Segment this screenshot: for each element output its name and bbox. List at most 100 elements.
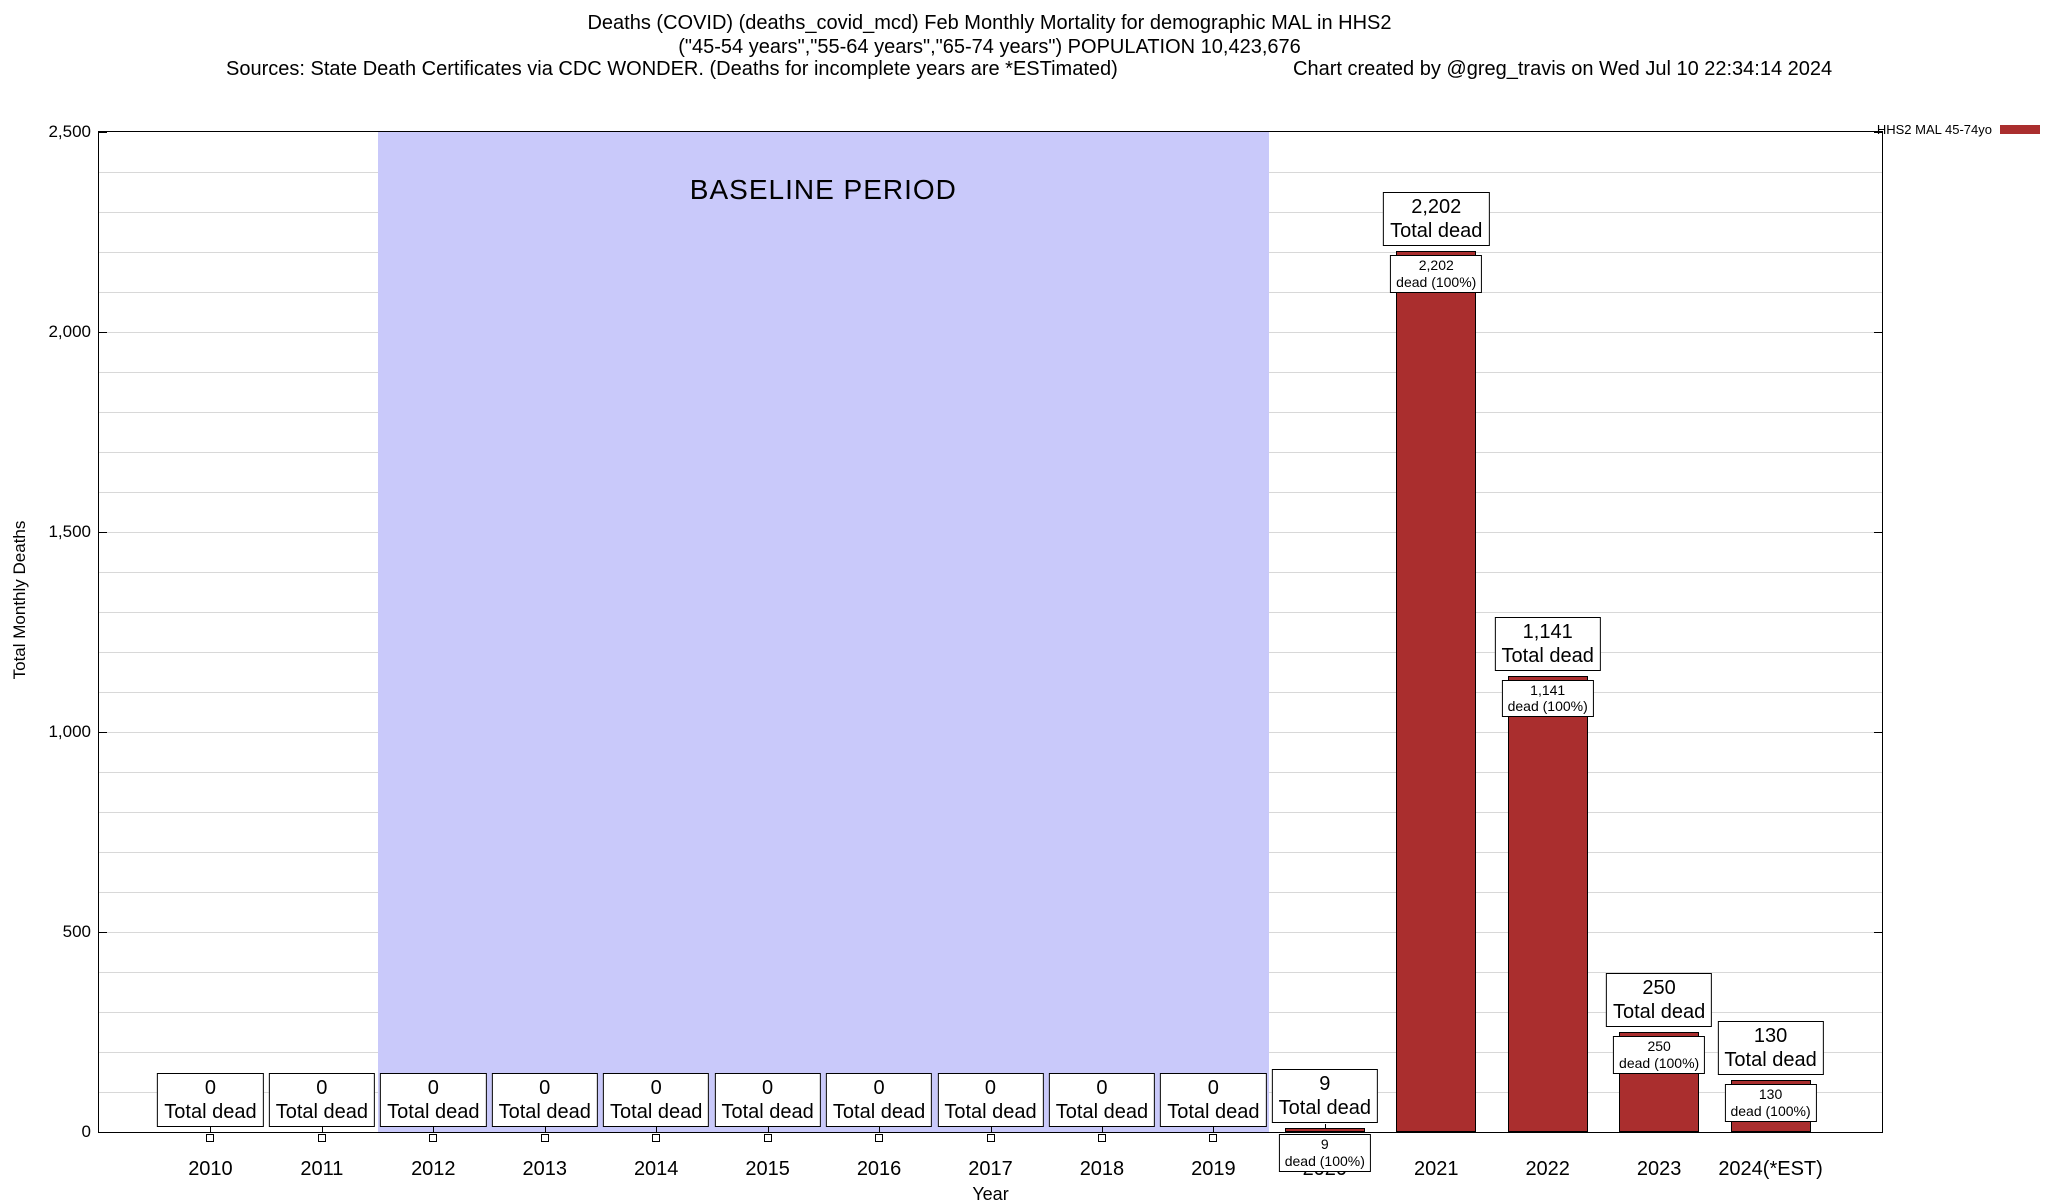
x-tick-label-2016: 2016: [856, 1158, 902, 1180]
y-tick-mark: [99, 532, 107, 533]
x-tick-label-2023: 2023: [1636, 1158, 1682, 1180]
dead-pct-label-2020: 9 dead (100%): [1278, 1134, 1371, 1172]
legend: HHS2 MAL 45-74yo: [1877, 122, 2040, 137]
dead-pct-label-2023-text: dead (100%): [1619, 1054, 1700, 1071]
x-tick-mark: [767, 1124, 769, 1132]
total-dead-label-2011-text: Total dead: [275, 1101, 369, 1123]
total-dead-label-2016: 0 Total dead: [825, 1073, 933, 1127]
x-tick-mark: [879, 1124, 881, 1132]
total-dead-label-2015: 0 Total dead: [714, 1073, 821, 1127]
zero-bar-marker-2013: [540, 1134, 549, 1142]
total-dead-label-2019: 0 Total dead: [1160, 1073, 1267, 1127]
dead-pct-label-2024(*EST): 130 dead (100%): [1724, 1084, 1817, 1122]
x-tick-label-2015: 2015: [745, 1158, 790, 1180]
total-dead-label-2012: 0 Total dead: [380, 1073, 487, 1127]
total-dead-label-2010: 0 Total dead: [157, 1073, 264, 1127]
zero-bar-marker-2019: [1209, 1134, 1218, 1142]
legend-series-label: HHS2 MAL 45-74yo: [1876, 122, 1992, 137]
x-tick-label-2014: 2014: [633, 1158, 679, 1180]
total-dead-label-2010-value: 0: [204, 1077, 216, 1099]
zero-bar-marker-2018: [1097, 1134, 1106, 1142]
x-tick-mark: [433, 1124, 435, 1132]
total-dead-label-2013-text: Total dead: [498, 1101, 591, 1123]
dead-pct-label-2022-value: 1,141: [1530, 681, 1566, 698]
total-dead-label-2018: 0 Total dead: [1048, 1073, 1156, 1127]
total-dead-label-2019-value: 0: [1207, 1077, 1219, 1099]
y-axis-title: Total Monthly Deaths: [10, 520, 29, 680]
dead-pct-label-2021: 2,202 dead (100%): [1390, 255, 1483, 293]
x-tick-label-2022: 2022: [1525, 1158, 1570, 1180]
x-tick-mark: [990, 1124, 992, 1132]
total-dead-label-2017-value: 0: [984, 1077, 997, 1099]
chart-title-line2: ("45-54 years","55-64 years","65-74 year…: [678, 36, 1301, 58]
x-tick-label-2013: 2013: [522, 1158, 568, 1180]
plot-area: BASELINE PERIOD 0 500 1,000 1,500 2,000 2,500 2…: [48, 122, 1883, 1200]
zero-bar-marker-2016: [875, 1134, 884, 1142]
y-tick-mark: [1874, 332, 1882, 333]
x-tick-mark: [210, 1124, 212, 1132]
total-dead-label-2023-text: Total dead: [1612, 1001, 1706, 1023]
x-tick-label-2019: 2019: [1191, 1158, 1236, 1180]
y-tick-mark: [99, 1132, 107, 1133]
x-tick-label-2024(*EST): 2024(*EST): [1718, 1158, 1823, 1180]
total-dead-label-2015-text: Total dead: [721, 1101, 814, 1123]
chart-credit-line: Chart created by @greg_travis on Wed Jul…: [1293, 58, 1833, 80]
total-dead-label-2024(*EST)-value: 130: [1753, 1025, 1788, 1047]
total-dead-label-2014: 0 Total dead: [603, 1073, 710, 1127]
x-tick-mark: [1101, 1124, 1103, 1132]
total-dead-label-2017: 0 Total dead: [937, 1073, 1044, 1127]
zero-bar-marker-2014: [652, 1134, 661, 1142]
total-dead-label-2022-value: 1,141: [1522, 620, 1573, 643]
total-dead-label-2014-value: 0: [650, 1077, 662, 1099]
total-dead-label-2020-value: 9: [1319, 1073, 1331, 1096]
total-dead-label-2012-text: Total dead: [387, 1101, 480, 1123]
x-tick-label-2021: 2021: [1414, 1158, 1459, 1180]
y-tick-mark: [99, 332, 107, 333]
baseline-period-label: BASELINE PERIOD: [689, 174, 957, 205]
dead-pct-label-2021-value: 2,202: [1418, 257, 1454, 274]
x-axis-title: Year: [972, 1184, 1009, 1200]
total-dead-label-2020-text: Total dead: [1278, 1097, 1371, 1120]
zero-bar-marker-2010: [206, 1134, 215, 1142]
total-dead-label-2011: 0 Total dead: [268, 1073, 376, 1127]
total-dead-label-2021-value: 2,202: [1411, 196, 1462, 219]
chart-title-line1: Deaths (COVID) (deaths_covid_mcd) Feb Mo…: [587, 12, 1392, 34]
dead-pct-label-2022: 1,141 dead (100%): [1501, 679, 1594, 718]
total-dead-label-2024(*EST)-text: Total dead: [1724, 1049, 1817, 1071]
y-tick-label-2500: 2,500: [48, 122, 91, 141]
total-dead-label-2021-text: Total dead: [1390, 220, 1483, 243]
total-dead-label-2023-value: 250: [1642, 977, 1676, 999]
zero-bar-marker-2011: [317, 1134, 326, 1142]
total-dead-label-2022-text: Total dead: [1501, 644, 1594, 667]
y-tick-label-0: 0: [81, 1122, 91, 1141]
y-tick-label-1000: 1,000: [48, 722, 91, 741]
y-tick-mark: [1874, 732, 1882, 733]
y-tick-mark: [1874, 532, 1882, 533]
y-tick-mark: [1874, 132, 1882, 133]
total-dead-label-2010-text: Total dead: [164, 1101, 257, 1123]
x-tick-label-2017: 2017: [968, 1158, 1013, 1180]
y-tick-mark: [99, 932, 107, 933]
dead-pct-label-2024(*EST)-value: 130: [1758, 1086, 1783, 1102]
bar-2021: [1396, 251, 1477, 1132]
total-dead-label-2016-value: 0: [873, 1077, 885, 1099]
total-dead-label-2023: 250 Total dead: [1605, 973, 1713, 1027]
dead-pct-label-2022-text: dead (100%): [1507, 698, 1588, 715]
dead-pct-label-2023: 250 dead (100%): [1613, 1036, 1706, 1074]
bar-2020: [1284, 1128, 1365, 1132]
total-dead-label-2020: 9 Total dead: [1271, 1069, 1378, 1124]
total-dead-label-2014-text: Total dead: [610, 1101, 703, 1123]
total-dead-label-2011-value: 0: [316, 1077, 328, 1099]
total-dead-label-2024(*EST): 130 Total dead: [1717, 1021, 1824, 1075]
y-tick-mark: [1874, 932, 1882, 933]
total-dead-label-2016-text: Total dead: [832, 1101, 926, 1123]
x-tick-mark: [544, 1124, 546, 1132]
legend-swatch: [2000, 125, 2040, 134]
dead-pct-label-2023-value: 250: [1647, 1038, 1671, 1054]
zero-bar-marker-2012: [429, 1134, 438, 1142]
y-tick-mark: [1874, 1132, 1882, 1133]
dead-pct-label-2020-value: 9: [1320, 1136, 1329, 1152]
x-tick-mark: [1324, 1124, 1326, 1132]
total-dead-label-2012-value: 0: [427, 1077, 439, 1099]
